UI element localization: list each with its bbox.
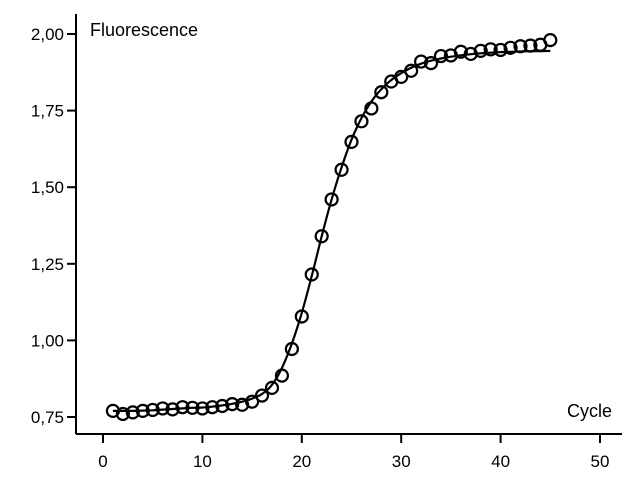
y-tick-label: 1,75: [31, 102, 64, 121]
data-point: [264, 380, 280, 395]
data-point: [294, 309, 309, 324]
data-point: [145, 402, 160, 418]
data-point: [453, 44, 468, 59]
data-point: [344, 134, 359, 149]
x-tick-label: 20: [292, 452, 311, 471]
x-axis-title: Cycle: [567, 401, 612, 421]
y-tick-label: 2,00: [31, 25, 64, 44]
data-point: [423, 56, 439, 71]
data-point: [205, 400, 220, 415]
data-point: [523, 38, 538, 53]
data-point: [374, 85, 389, 100]
data-point: [274, 368, 290, 383]
y-ticks: 0,75 1,00 1,25 1,50 1,75 2,00: [31, 25, 76, 427]
y-tick-label: 1,50: [31, 178, 64, 197]
data-point: [334, 162, 349, 177]
data-point: [185, 400, 200, 415]
data-point: [473, 43, 488, 58]
x-tick-label: 10: [193, 452, 212, 471]
data-point: [364, 101, 379, 116]
data-point: [195, 401, 210, 416]
data-point: [404, 63, 419, 78]
data-point: [503, 40, 518, 55]
fit-curve: [112, 49, 551, 412]
data-point: [314, 229, 329, 244]
data-point: [483, 42, 498, 57]
data-point: [155, 401, 170, 416]
data-point: [215, 398, 230, 414]
data-points: [105, 33, 558, 422]
data-point: [433, 48, 449, 64]
y-tick-label: 1,00: [31, 331, 64, 350]
data-point: [125, 405, 140, 420]
data-point: [135, 403, 150, 418]
data-point: [304, 267, 319, 282]
y-axis-title: Fluorescence: [90, 20, 198, 40]
data-point: [175, 400, 190, 415]
x-tick-label: 50: [591, 452, 610, 471]
data-point: [394, 69, 409, 84]
data-point: [225, 397, 240, 412]
y-tick-label: 1,25: [31, 255, 64, 274]
data-point: [245, 394, 260, 409]
data-point: [115, 406, 130, 422]
data-point: [413, 54, 429, 69]
data-point: [165, 402, 180, 417]
y-tick-label: 0,75: [31, 408, 64, 427]
data-point: [254, 388, 270, 403]
data-point: [354, 114, 369, 129]
x-tick-label: 40: [491, 452, 510, 471]
data-point: [513, 39, 528, 54]
data-point: [493, 42, 508, 58]
data-point: [543, 33, 558, 48]
axes: [75, 14, 622, 435]
data-point: [284, 341, 299, 357]
x-ticks: 0 10 20 30 40 50: [98, 434, 609, 471]
x-tick-label: 0: [98, 452, 107, 471]
x-tick-label: 30: [392, 452, 411, 471]
data-point: [324, 192, 339, 207]
